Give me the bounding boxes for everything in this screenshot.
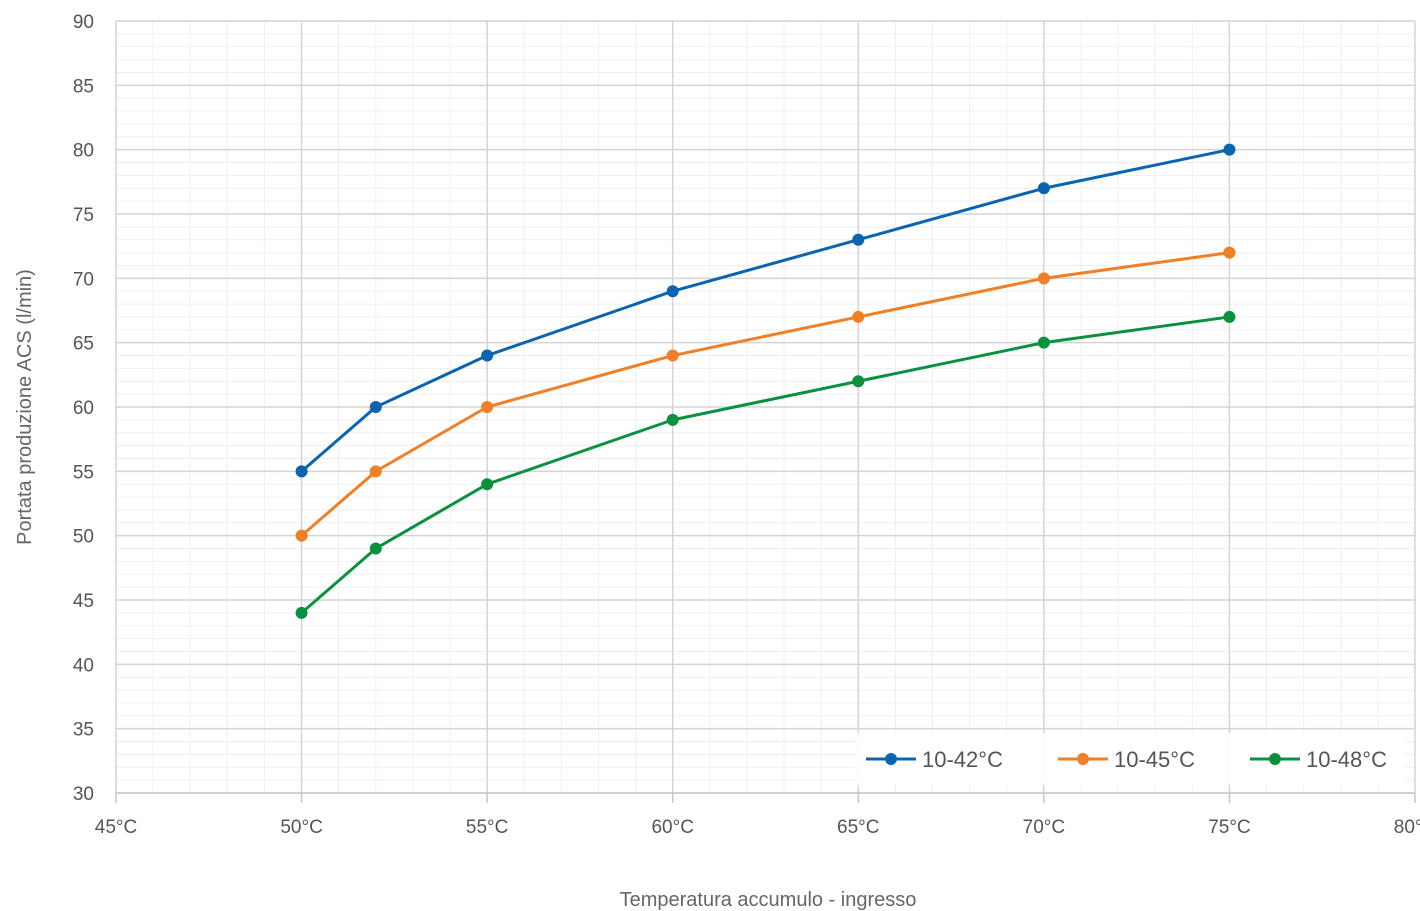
data-point <box>481 478 494 491</box>
y-tick-label: 65 <box>73 334 94 355</box>
legend-label: 10-45°C <box>1114 747 1195 772</box>
data-point <box>666 349 679 362</box>
y-tick-label: 80 <box>73 141 94 162</box>
x-tick-label: 50°C <box>280 817 322 838</box>
x-tick-label: 55°C <box>466 817 508 838</box>
y-tick-label: 35 <box>73 720 94 741</box>
data-point <box>1223 310 1236 323</box>
data-point <box>295 465 308 478</box>
x-tick-label: 80°C <box>1394 817 1420 838</box>
y-tick-label: 30 <box>73 784 94 805</box>
data-point <box>481 401 494 413</box>
y-tick-label: 45 <box>73 591 94 612</box>
x-tick-label: 70°C <box>1023 817 1065 838</box>
series-10-45°C <box>295 246 1236 542</box>
data-point <box>295 606 308 619</box>
y-tick-label: 90 <box>73 12 94 33</box>
legend-label: 10-42°C <box>922 747 1003 772</box>
y-tick-label: 75 <box>73 205 94 226</box>
x-axis-ticks: 45°C 50°C 55°C 60°C 65°C 70°C 75°C 80°C <box>95 793 1420 838</box>
data-point <box>369 401 382 413</box>
x-tick-label: 75°C <box>1208 817 1250 838</box>
series-line <box>300 315 1230 615</box>
y-axis-title: Portata produzione ACS (l/min) <box>14 269 36 545</box>
data-point <box>852 375 865 388</box>
y-axis-ticks: 30 35 40 45 50 55 60 65 70 75 80 85 90 <box>73 12 94 805</box>
major-grid <box>115 20 1416 794</box>
data-point <box>1223 143 1236 156</box>
x-tick-label: 65°C <box>837 817 879 838</box>
y-tick-label: 50 <box>73 527 94 548</box>
data-point <box>295 529 308 542</box>
series-layer <box>295 143 1236 619</box>
y-tick-label: 85 <box>73 76 94 97</box>
legend-marker <box>885 753 897 765</box>
data-point <box>666 413 679 426</box>
legend-label: 10-48°C <box>1306 747 1387 772</box>
y-tick-label: 40 <box>73 655 94 676</box>
data-point <box>852 233 865 246</box>
data-point <box>1037 336 1050 349</box>
series-10-42°C <box>295 143 1236 478</box>
data-point <box>1037 182 1050 195</box>
series-line <box>300 148 1230 473</box>
data-point <box>481 349 494 362</box>
x-axis-title: Temperatura accumulo - ingresso <box>620 889 917 911</box>
x-tick-label: 45°C <box>95 817 137 838</box>
data-point <box>1037 272 1050 285</box>
data-point <box>666 285 679 298</box>
series-10-48°C <box>295 310 1236 619</box>
y-tick-label: 60 <box>73 398 94 419</box>
data-point <box>1223 246 1236 259</box>
data-point <box>369 542 382 555</box>
data-point <box>852 310 865 323</box>
legend-marker <box>1077 753 1089 765</box>
y-tick-label: 70 <box>73 269 94 290</box>
legend-background <box>855 733 1405 785</box>
x-tick-label: 60°C <box>651 817 693 838</box>
legend: 10-42°C 10-45°C 10-48°C <box>855 733 1405 785</box>
legend-marker <box>1269 753 1281 765</box>
y-tick-label: 55 <box>73 462 94 483</box>
data-point <box>369 465 382 478</box>
